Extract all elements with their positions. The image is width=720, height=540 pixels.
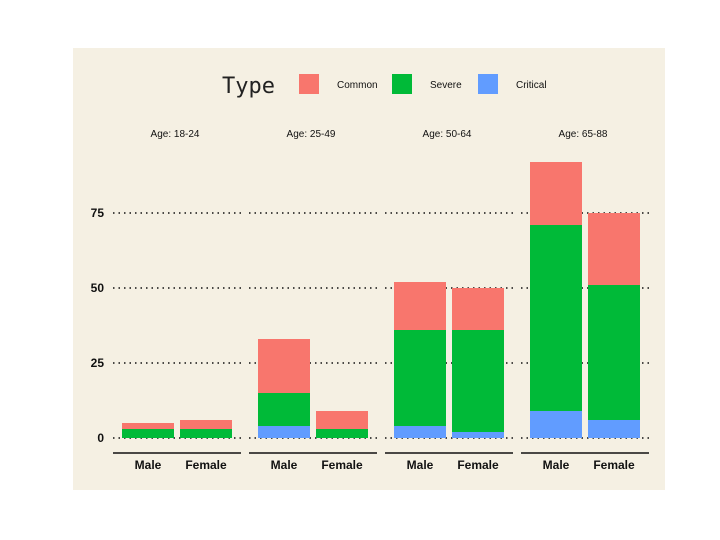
x-tick-label: Female <box>185 458 227 472</box>
facet-label: Age: 65-88 <box>559 129 608 140</box>
bar-segment-severe <box>258 393 310 426</box>
bar-segment-common <box>122 423 174 429</box>
bar-segment-critical <box>452 432 504 438</box>
legend-swatch-critical <box>478 74 498 94</box>
bar-segment-common <box>180 420 232 429</box>
bar-segment-severe <box>452 330 504 432</box>
legend-swatch-common <box>299 74 319 94</box>
bar-segment-critical <box>258 426 310 438</box>
facet-label: Age: 18-24 <box>151 129 200 140</box>
legend-swatch-severe <box>392 74 412 94</box>
y-tick-label: 50 <box>91 281 105 295</box>
facet-label: Age: 50-64 <box>423 129 472 140</box>
y-tick-label: 0 <box>97 431 104 445</box>
bar-segment-common <box>394 282 446 330</box>
bar-segment-severe <box>530 225 582 411</box>
bar-segment-severe <box>316 429 368 438</box>
x-tick-label: Male <box>271 458 298 472</box>
y-tick-label: 75 <box>91 206 105 220</box>
bar-segment-common <box>588 213 640 285</box>
x-tick-label: Female <box>593 458 635 472</box>
bar-segment-critical <box>394 426 446 438</box>
legend-label-common: Common <box>337 80 378 91</box>
legend-title: Type <box>222 74 275 99</box>
bar-segment-severe <box>122 429 174 438</box>
bar-segment-common <box>316 411 368 429</box>
x-tick-label: Female <box>321 458 363 472</box>
x-tick-label: Male <box>135 458 162 472</box>
bar-segment-severe <box>588 285 640 420</box>
bar-segment-common <box>258 339 310 393</box>
facet-label: Age: 25-49 <box>287 129 336 140</box>
x-tick-label: Male <box>543 458 570 472</box>
bar-segment-critical <box>588 420 640 438</box>
bar-segment-critical <box>530 411 582 438</box>
y-tick-label: 25 <box>91 356 105 370</box>
legend-label-severe: Severe <box>430 80 462 91</box>
bar-segment-common <box>530 162 582 225</box>
bar-segment-common <box>452 288 504 330</box>
bar-segment-severe <box>180 429 232 438</box>
x-tick-label: Female <box>457 458 499 472</box>
x-tick-label: Male <box>407 458 434 472</box>
bar-segment-severe <box>394 330 446 426</box>
legend-label-critical: Critical <box>516 80 547 91</box>
